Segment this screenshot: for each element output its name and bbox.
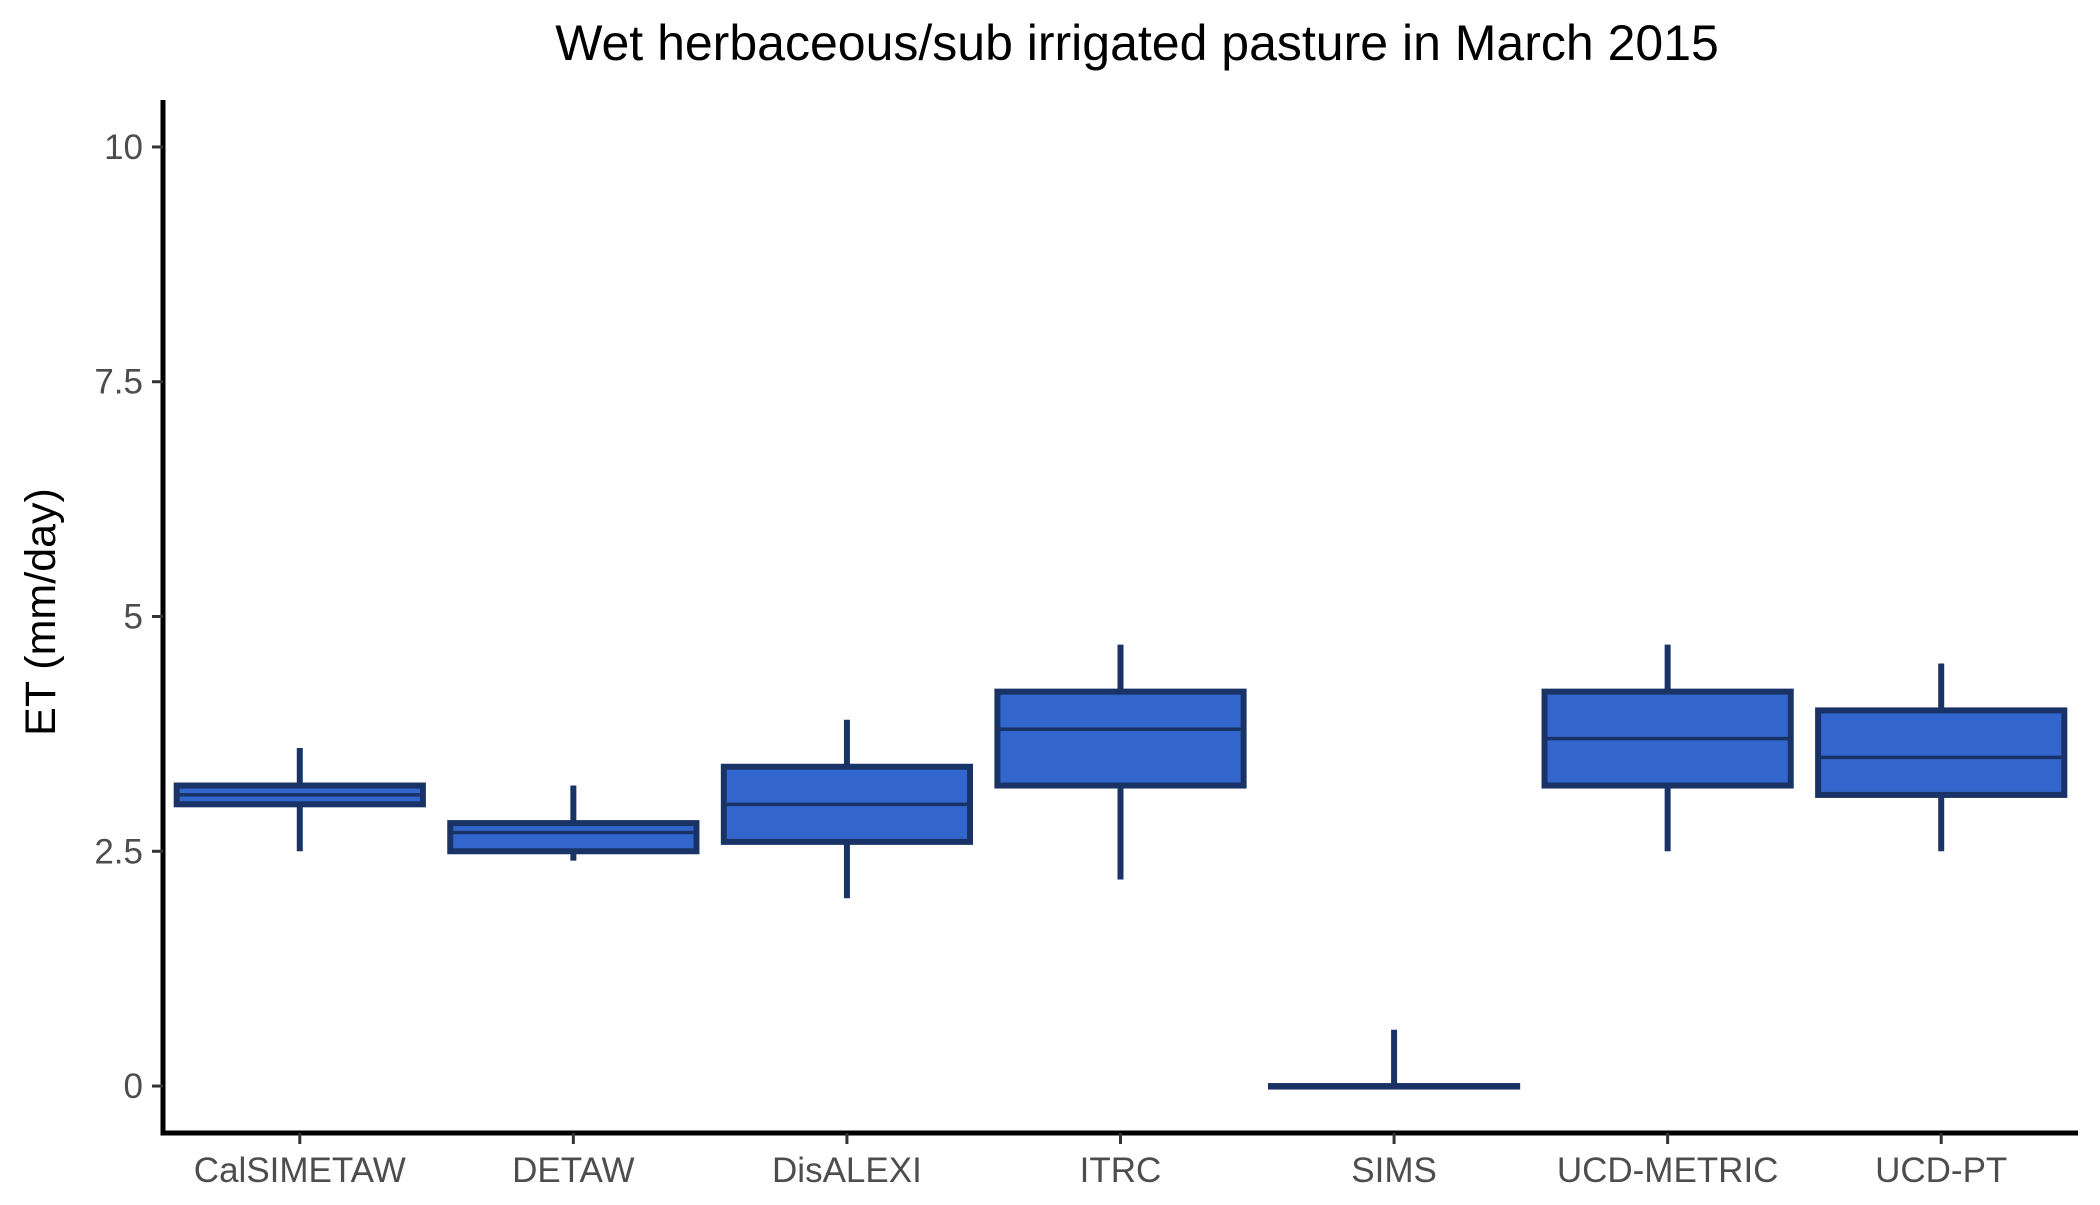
box-body — [994, 688, 1247, 789]
y-axis-title: ET (mm/day) — [17, 488, 65, 736]
y-tick-label: 7.5 — [94, 363, 143, 402]
y-tick-label: 5 — [124, 598, 143, 637]
x-tick-label: DisALEXI — [772, 1151, 922, 1190]
chart-title: Wet herbaceous/sub irrigated pasture in … — [555, 15, 1719, 71]
y-tick-label: 10 — [104, 128, 143, 167]
plot-area: 0 2.5 5 7.5 10 CalSIMETAW DETAW DisALEXI ITRC SIM… — [94, 100, 2078, 1190]
x-tick-label: UCD-METRIC — [1557, 1151, 1779, 1190]
x-tick-label: SIMS — [1351, 1151, 1437, 1190]
x-tick-label: ITRC — [1080, 1151, 1162, 1190]
box-body — [447, 820, 700, 855]
x-tick-label: UCD-PT — [1875, 1151, 2007, 1190]
y-tick-label: 2.5 — [94, 832, 143, 871]
box-body — [1815, 707, 2068, 798]
x-tick-label: DETAW — [512, 1151, 634, 1190]
x-tick-label: CalSIMETAW — [194, 1151, 406, 1190]
y-tick-label: 0 — [124, 1067, 143, 1106]
